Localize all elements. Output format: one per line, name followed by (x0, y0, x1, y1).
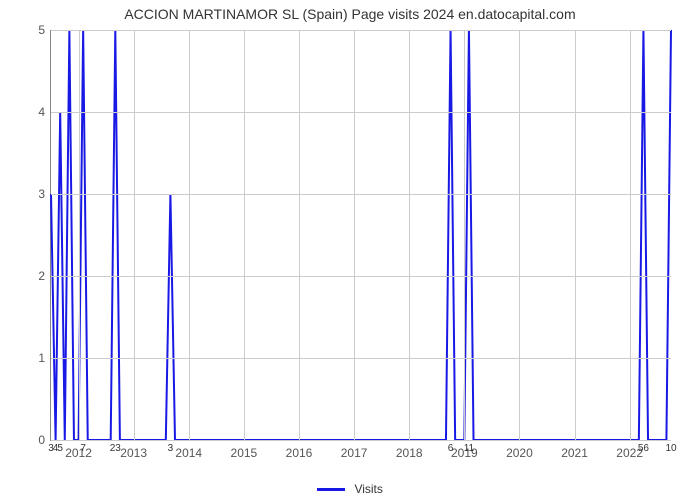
point-label: 5 (57, 440, 63, 454)
gridline-h (51, 112, 671, 113)
point-label: 3 (168, 440, 174, 454)
gridline-v (299, 30, 300, 440)
x-tick-label: 2014 (175, 440, 202, 460)
y-tick-label: 5 (38, 23, 51, 37)
x-tick-label: 2021 (561, 440, 588, 460)
gridline-v (134, 30, 135, 440)
legend-swatch (317, 488, 345, 491)
point-label: 11 (464, 440, 474, 454)
gridline-v (519, 30, 520, 440)
point-label: 10 (665, 440, 676, 454)
gridline-h (51, 276, 671, 277)
y-tick-label: 3 (38, 187, 51, 201)
visits-polyline (51, 30, 671, 440)
gridline-v (630, 30, 631, 440)
point-label: 6 (448, 440, 454, 454)
x-tick-label: 2013 (120, 440, 147, 460)
line-series (51, 30, 671, 440)
x-tick-label: 2015 (231, 440, 258, 460)
legend: Visits (0, 482, 700, 496)
y-tick-label: 1 (38, 351, 51, 365)
chart-container: ACCION MARTINAMOR SL (Spain) Page visits… (0, 0, 700, 500)
point-label: 7 (80, 440, 86, 454)
gridline-v (464, 30, 465, 440)
plot-area: 0123452012201320142015201620172018201920… (50, 30, 671, 441)
x-tick-label: 2012 (65, 440, 92, 460)
gridline-v (189, 30, 190, 440)
y-tick-label: 4 (38, 105, 51, 119)
gridline-h (51, 194, 671, 195)
legend-label: Visits (354, 482, 382, 496)
point-label: 56 (638, 440, 649, 454)
gridline-v (409, 30, 410, 440)
gridline-h (51, 30, 671, 31)
gridline-v (244, 30, 245, 440)
x-tick-label: 2016 (286, 440, 313, 460)
x-tick-label: 2017 (341, 440, 368, 460)
chart-title: ACCION MARTINAMOR SL (Spain) Page visits… (0, 6, 700, 22)
x-tick-label: 2020 (506, 440, 533, 460)
gridline-v (79, 30, 80, 440)
point-label: 23 (110, 440, 121, 454)
gridline-h (51, 358, 671, 359)
y-tick-label: 2 (38, 269, 51, 283)
gridline-v (354, 30, 355, 440)
x-tick-label: 2018 (396, 440, 423, 460)
gridline-v (575, 30, 576, 440)
